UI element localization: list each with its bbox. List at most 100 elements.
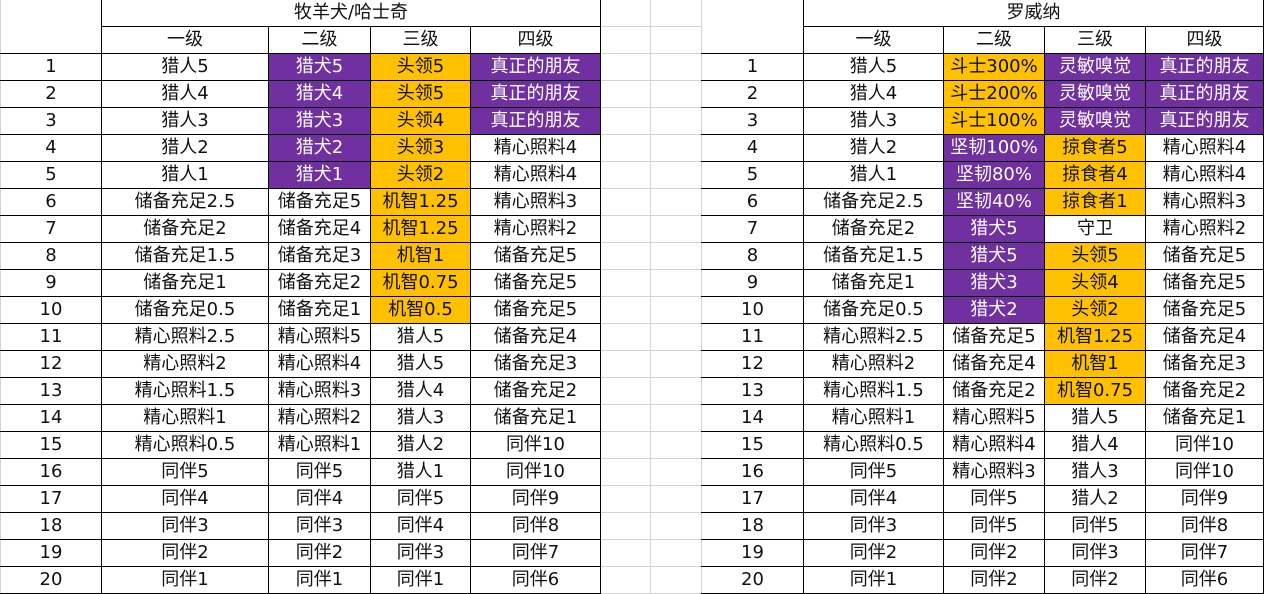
table-cell[interactable]: 储备充足1	[803, 269, 944, 297]
table-cell[interactable]: 同伴7	[1145, 539, 1264, 567]
row-number[interactable]: 19	[701, 539, 804, 567]
table-cell[interactable]: 同伴4	[268, 485, 371, 513]
table-cell[interactable]: 精心照料1.5	[101, 377, 269, 405]
table-cell[interactable]: 同伴6	[1145, 566, 1264, 594]
table-cell[interactable]: 猎人4	[803, 80, 944, 108]
table-cell[interactable]: 坚韧100%	[943, 134, 1045, 162]
table-cell[interactable]: 精心照料4	[1145, 161, 1264, 189]
table-cell[interactable]: 精心照料4	[470, 134, 601, 162]
table-cell[interactable]: 储备充足5	[943, 323, 1045, 351]
table-cell[interactable]: 同伴3	[101, 512, 269, 540]
table-cell[interactable]: 守卫	[1044, 215, 1146, 243]
table-cell[interactable]: 储备充足1	[470, 404, 601, 432]
table-cell[interactable]: 猎人1	[370, 458, 471, 486]
table-cell[interactable]: 斗士100%	[943, 107, 1045, 135]
table-cell[interactable]: 储备充足2	[268, 269, 371, 297]
table-cell[interactable]: 储备充足0.5	[803, 296, 944, 324]
table-cell[interactable]: 猎人3	[370, 404, 471, 432]
row-number[interactable]: 5	[0, 161, 102, 189]
table-cell[interactable]: 机智1.25	[370, 188, 471, 216]
table-cell[interactable]: 猎犬2	[943, 296, 1045, 324]
table-cell[interactable]: 机智1	[1044, 350, 1146, 378]
table-cell[interactable]: 精心照料2.5	[101, 323, 269, 351]
row-number[interactable]: 7	[701, 215, 804, 243]
table-cell[interactable]: 机智0.5	[370, 296, 471, 324]
table-cell[interactable]: 同伴5	[943, 512, 1045, 540]
table-cell[interactable]: 猎人4	[1044, 431, 1146, 459]
table-cell[interactable]: 储备充足4	[268, 215, 371, 243]
table-cell[interactable]: 精心照料2.5	[803, 323, 944, 351]
table-cell[interactable]: 储备充足2	[470, 377, 601, 405]
table-cell[interactable]: 同伴3	[268, 512, 371, 540]
row-number[interactable]: 15	[701, 431, 804, 459]
row-number[interactable]: 2	[0, 80, 102, 108]
table-cell[interactable]: 猎人2	[1044, 485, 1146, 513]
table-title[interactable]: 罗威纳	[803, 0, 1264, 27]
column-header[interactable]: 二级	[943, 26, 1045, 54]
table-cell[interactable]: 储备充足1.5	[101, 242, 269, 270]
table-cell[interactable]: 同伴9	[470, 485, 601, 513]
table-cell[interactable]: 头领5	[370, 80, 471, 108]
table-cell[interactable]: 同伴10	[1145, 458, 1264, 486]
table-cell[interactable]: 精心照料3	[943, 458, 1045, 486]
row-number[interactable]: 12	[0, 350, 102, 378]
table-cell[interactable]: 斗士300%	[943, 53, 1045, 81]
table-cell[interactable]: 精心照料4	[470, 161, 601, 189]
table-cell[interactable]: 同伴1	[370, 566, 471, 594]
table-cell[interactable]: 猎人5	[803, 53, 944, 81]
table-cell[interactable]: 同伴5	[803, 458, 944, 486]
table-cell[interactable]: 精心照料2	[1145, 215, 1264, 243]
table-cell[interactable]: 掠食者1	[1044, 188, 1146, 216]
table-cell[interactable]: 精心照料0.5	[803, 431, 944, 459]
table-cell[interactable]: 精心照料4	[268, 350, 371, 378]
table-title[interactable]: 牧羊犬/哈士奇	[101, 0, 601, 27]
table-cell[interactable]: 储备充足3	[1145, 350, 1264, 378]
row-number[interactable]: 11	[701, 323, 804, 351]
table-cell[interactable]: 储备充足4	[943, 350, 1045, 378]
row-number[interactable]: 16	[0, 458, 102, 486]
table-cell[interactable]: 头领5	[370, 53, 471, 81]
row-number[interactable]: 5	[701, 161, 804, 189]
row-number[interactable]: 7	[0, 215, 102, 243]
table-cell[interactable]: 同伴1	[101, 566, 269, 594]
table-cell[interactable]: 储备充足4	[470, 323, 601, 351]
table-cell[interactable]: 真正的朋友	[470, 53, 601, 81]
table-cell[interactable]: 猎犬4	[268, 80, 371, 108]
row-number[interactable]: 16	[701, 458, 804, 486]
table-cell[interactable]: 精心照料2	[268, 404, 371, 432]
table-cell[interactable]: 同伴8	[1145, 512, 1264, 540]
row-number[interactable]: 15	[0, 431, 102, 459]
table-cell[interactable]: 猎人2	[370, 431, 471, 459]
corner-cell[interactable]	[0, 0, 102, 54]
table-cell[interactable]: 储备充足1	[101, 269, 269, 297]
table-cell[interactable]: 同伴7	[470, 539, 601, 567]
row-number[interactable]: 1	[701, 53, 804, 81]
row-number[interactable]: 19	[0, 539, 102, 567]
table-cell[interactable]: 同伴10	[470, 431, 601, 459]
table-cell[interactable]: 同伴5	[101, 458, 269, 486]
table-cell[interactable]: 同伴9	[1145, 485, 1264, 513]
row-number[interactable]: 20	[701, 566, 804, 594]
table-cell[interactable]: 同伴10	[1145, 431, 1264, 459]
column-header[interactable]: 三级	[1044, 26, 1146, 54]
table-cell[interactable]: 同伴4	[803, 485, 944, 513]
table-cell[interactable]: 精心照料5	[943, 404, 1045, 432]
table-cell[interactable]: 真正的朋友	[470, 80, 601, 108]
table-cell[interactable]: 猎人3	[1044, 458, 1146, 486]
column-header[interactable]: 一级	[101, 26, 269, 54]
table-cell[interactable]: 储备充足5	[470, 269, 601, 297]
table-cell[interactable]: 精心照料4	[1145, 134, 1264, 162]
row-number[interactable]: 8	[701, 242, 804, 270]
row-number[interactable]: 9	[701, 269, 804, 297]
table-cell[interactable]: 真正的朋友	[1145, 107, 1264, 135]
column-header[interactable]: 四级	[470, 26, 601, 54]
table-cell[interactable]: 精心照料5	[268, 323, 371, 351]
table-cell[interactable]: 储备充足5	[470, 296, 601, 324]
table-cell[interactable]: 精心照料2	[803, 350, 944, 378]
row-number[interactable]: 13	[0, 377, 102, 405]
row-number[interactable]: 3	[0, 107, 102, 135]
row-number[interactable]: 1	[0, 53, 102, 81]
table-cell[interactable]: 同伴5	[268, 458, 371, 486]
row-number[interactable]: 12	[701, 350, 804, 378]
table-cell[interactable]: 机智1.25	[370, 215, 471, 243]
